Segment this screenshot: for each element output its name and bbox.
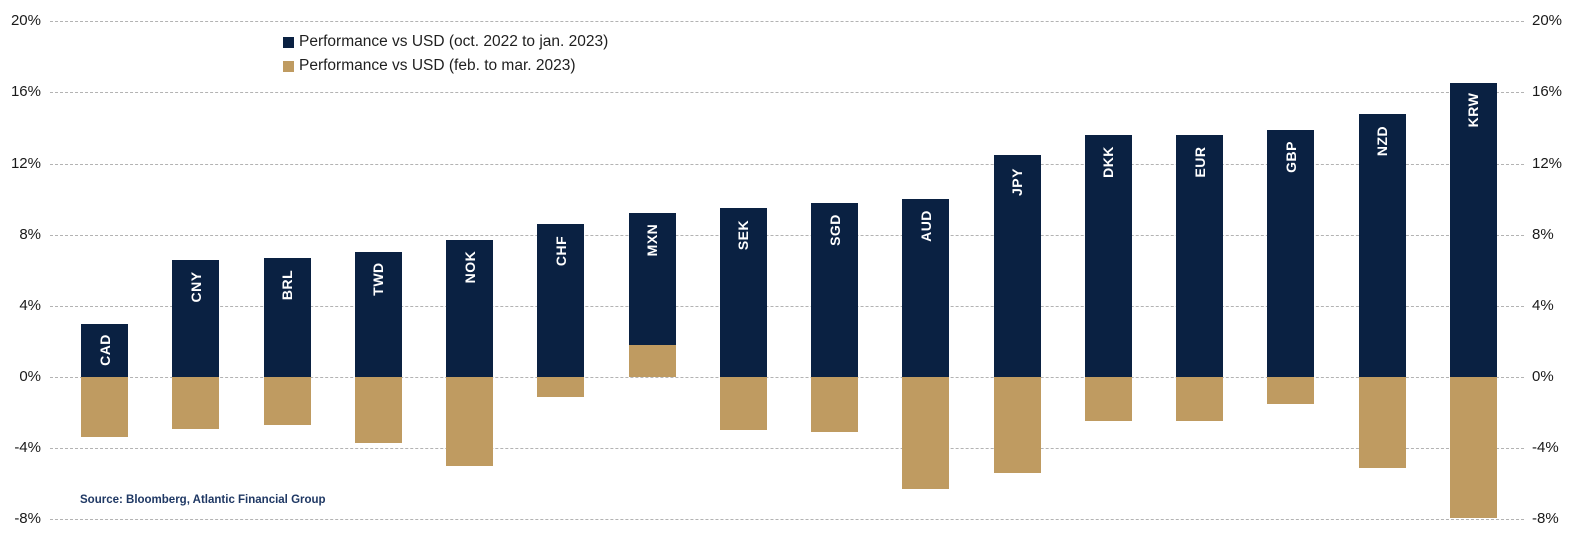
bar-oct-jan-NZD bbox=[1358, 113, 1406, 377]
bar-oct-jan-JPY bbox=[993, 154, 1041, 377]
bar-label-NZD: NZD bbox=[1374, 125, 1390, 156]
bar-feb-mar-NZD bbox=[1358, 377, 1406, 468]
legend-swatch-tan-icon bbox=[283, 60, 294, 72]
bar-label-AUD: AUD bbox=[917, 210, 934, 243]
bar-feb-mar-BRL bbox=[263, 377, 311, 426]
gridline-8% bbox=[50, 234, 1524, 236]
y-axis-tick-left-8%: 8% bbox=[19, 225, 41, 243]
bar-feb-mar-TWD bbox=[354, 377, 402, 443]
bar-feb-mar-CNY bbox=[172, 377, 220, 429]
legend-item-feb-mar: Performance vs USD (feb. to mar. 2023) bbox=[283, 54, 608, 78]
source-note: Source: Bloomberg, Atlantic Financial Gr… bbox=[80, 494, 326, 506]
bar-label-BRL: BRL bbox=[279, 269, 295, 300]
bar-feb-mar-DKK bbox=[1084, 377, 1132, 422]
y-axis-tick-left-0%: 0% bbox=[19, 368, 41, 385]
bar-label-CNY: CNY bbox=[187, 271, 204, 303]
bar-label-NOK: NOK bbox=[461, 250, 478, 284]
bar-oct-jan-TWD bbox=[354, 252, 402, 377]
bar-label-SGD: SGD bbox=[826, 213, 843, 246]
y-axis-tick-right-16%: 16% bbox=[1532, 83, 1563, 101]
bar-label-DKK: DKK bbox=[1100, 146, 1117, 178]
bar-oct-jan-CAD bbox=[81, 323, 128, 377]
y-axis-tick-right-20%: 20% bbox=[1532, 12, 1563, 30]
bar-feb-mar-SGD bbox=[811, 377, 858, 433]
bar-feb-mar-MXN bbox=[628, 344, 676, 377]
gridline-12% bbox=[50, 163, 1524, 165]
bar-feb-mar-NOK bbox=[446, 377, 493, 466]
y-axis-tick-right-12%: 12% bbox=[1532, 154, 1563, 172]
bar-oct-jan-NOK bbox=[446, 240, 493, 377]
bar-feb-mar-CHF bbox=[537, 377, 585, 397]
bar-label-JPY: JPY bbox=[1009, 167, 1025, 196]
y-axis-tick-left-20%: 20% bbox=[10, 12, 41, 30]
y-axis-tick-right-0%: 0% bbox=[1532, 368, 1554, 385]
bar-feb-mar-EUR bbox=[1176, 377, 1223, 422]
legend-label-oct-jan: Performance vs USD (oct. 2022 to jan. 20… bbox=[299, 33, 609, 50]
bar-oct-jan-BRL bbox=[263, 257, 311, 377]
bar-feb-mar-CAD bbox=[81, 377, 128, 438]
legend-label-feb-mar: Performance vs USD (feb. to mar. 2023) bbox=[299, 57, 576, 74]
bar-oct-jan-CHF bbox=[537, 224, 585, 377]
bar-label-EUR: EUR bbox=[1191, 146, 1208, 178]
bar-label-MXN: MXN bbox=[644, 224, 660, 257]
bar-feb-mar-GBP bbox=[1267, 377, 1315, 404]
y-axis-tick-right--4%: -4% bbox=[1532, 439, 1559, 457]
bar-oct-jan-SEK bbox=[719, 207, 767, 377]
legend: Performance vs USD (oct. 2022 to jan. 20… bbox=[283, 30, 608, 78]
gridline--8% bbox=[50, 519, 1524, 521]
bar-oct-jan-CNY bbox=[172, 259, 220, 377]
bar-oct-jan-DKK bbox=[1084, 135, 1132, 377]
y-axis-tick-left-16%: 16% bbox=[10, 83, 41, 101]
y-axis-tick-left--8%: -8% bbox=[14, 510, 41, 528]
bar-feb-mar-KRW bbox=[1449, 377, 1497, 518]
legend-swatch-navy-icon bbox=[283, 36, 294, 48]
gridline--4% bbox=[50, 448, 1524, 450]
legend-item-oct-jan: Performance vs USD (oct. 2022 to jan. 20… bbox=[283, 30, 608, 54]
bar-label-KRW: KRW bbox=[1465, 93, 1482, 128]
y-axis-tick-left--4%: -4% bbox=[14, 439, 41, 457]
y-axis-tick-right-4%: 4% bbox=[1532, 296, 1554, 314]
y-axis-tick-right-8%: 8% bbox=[1532, 225, 1554, 243]
gridline-4% bbox=[50, 305, 1524, 307]
bar-oct-jan-KRW bbox=[1449, 83, 1497, 377]
y-axis-tick-left-12%: 12% bbox=[10, 154, 41, 172]
y-axis-tick-left-4%: 4% bbox=[19, 296, 41, 314]
bar-oct-jan-EUR bbox=[1176, 135, 1223, 377]
gridline-20% bbox=[50, 21, 1524, 23]
bar-oct-jan-AUD bbox=[902, 199, 950, 377]
y-axis-tick-right--8%: -8% bbox=[1532, 510, 1559, 528]
bar-label-SEK: SEK bbox=[735, 219, 752, 251]
bar-oct-jan-SGD bbox=[811, 202, 858, 377]
gridline-0% bbox=[50, 377, 1524, 378]
bar-label-GBP: GBP bbox=[1282, 140, 1299, 173]
bar-label-TWD: TWD bbox=[370, 262, 387, 297]
bar-feb-mar-SEK bbox=[719, 377, 767, 431]
bar-label-CHF: CHF bbox=[552, 235, 569, 267]
bar-oct-jan-GBP bbox=[1267, 129, 1315, 377]
bar-feb-mar-JPY bbox=[993, 377, 1041, 474]
gridline-16% bbox=[50, 92, 1524, 94]
bar-feb-mar-AUD bbox=[902, 377, 950, 490]
bar-label-CAD: CAD bbox=[96, 334, 113, 367]
